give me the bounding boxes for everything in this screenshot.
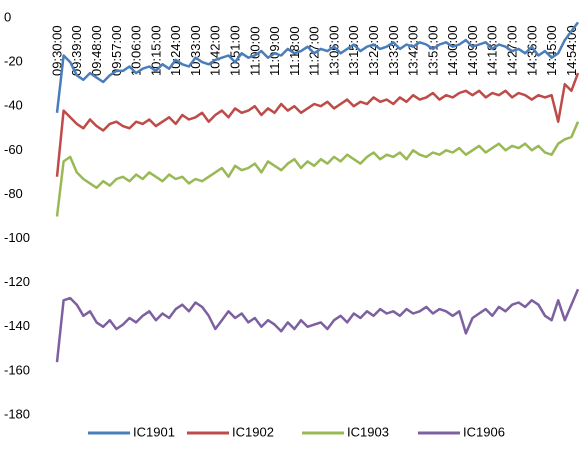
y-tick-label: -100 (4, 230, 30, 245)
y-tick-label: -40 (4, 98, 23, 113)
series-line (55, 288, 580, 363)
y-tick-label: -180 (4, 406, 30, 421)
y-tick-label: 0 (4, 9, 11, 24)
y-tick-label: -60 (4, 142, 23, 157)
y-tick-label: -80 (4, 186, 23, 201)
x-tick-label: 09:48:00 (89, 25, 104, 76)
series-line (55, 121, 580, 217)
series-line (55, 72, 580, 177)
x-tick-label: 09:39:00 (69, 25, 84, 76)
x-tick-label: 13:33:00 (386, 25, 401, 76)
x-tick-label: 11:18:00 (287, 26, 302, 76)
x-tick-label: 14:45:00 (544, 25, 559, 76)
legend-label: IC1902 (232, 424, 274, 439)
legend-label: IC1906 (463, 424, 505, 439)
x-tick-label: 10:06:00 (129, 25, 144, 76)
x-tick-label: 13:06:00 (326, 25, 341, 76)
x-tick-label: 10:15:00 (148, 25, 163, 76)
x-tick-label: 14:00:00 (445, 25, 460, 76)
x-tick-label: 11:09:00 (267, 26, 282, 76)
x-tick-label: 09:30:00 (49, 25, 64, 76)
x-tick-label: 10:33:00 (188, 25, 203, 76)
x-tick-label: 13:51:00 (425, 25, 440, 76)
y-tick-label: -120 (4, 274, 30, 289)
x-tick-label: 14:18:00 (485, 25, 500, 76)
x-tick-label: 11:27:00 (307, 26, 322, 76)
x-tick-label: 09:57:00 (109, 25, 124, 76)
y-tick-label: -140 (4, 318, 30, 333)
series-line (55, 21, 579, 113)
x-tick-label: 14:09:00 (465, 25, 480, 76)
y-tick-label: -20 (4, 54, 23, 69)
x-tick-label: 10:51:00 (228, 25, 243, 76)
y-tick-label: -160 (4, 362, 30, 377)
x-tick-label: 14:36:00 (524, 25, 539, 76)
x-tick-label: 13:42:00 (406, 25, 421, 76)
x-tick-label: 13:24:00 (366, 25, 381, 76)
x-tick-label: 11:00:00 (247, 26, 262, 76)
legend-label: IC1901 (133, 424, 175, 439)
legend-label: IC1903 (347, 424, 389, 439)
x-tick-label: 10:42:00 (208, 25, 223, 76)
x-tick-label: 13:15:00 (346, 25, 361, 76)
